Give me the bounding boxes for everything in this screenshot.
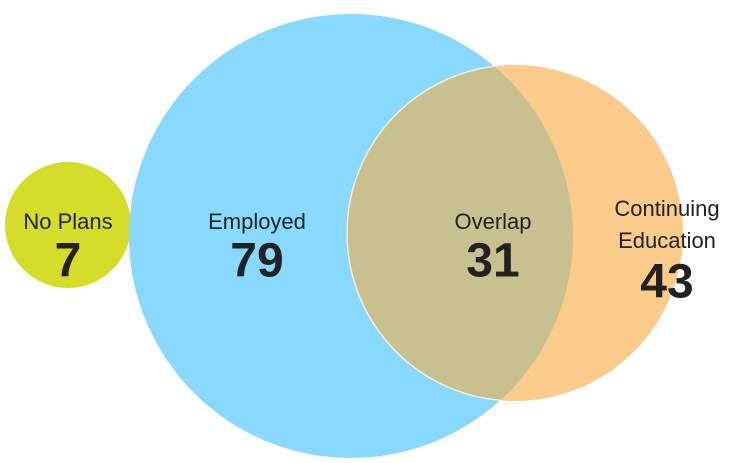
set-label: No Plans (23, 209, 112, 234)
set-value: 7 (55, 235, 82, 288)
set-label: Employed (208, 209, 306, 234)
set-value: 43 (640, 256, 693, 309)
no-plans-circle (5, 162, 131, 288)
set-label: Overlap (454, 209, 531, 234)
set-value: 31 (466, 235, 519, 288)
set-value: 79 (230, 235, 283, 288)
overlap-region (347, 65, 573, 401)
set-label: Continuing (614, 196, 719, 221)
set-label: Education (618, 228, 716, 253)
